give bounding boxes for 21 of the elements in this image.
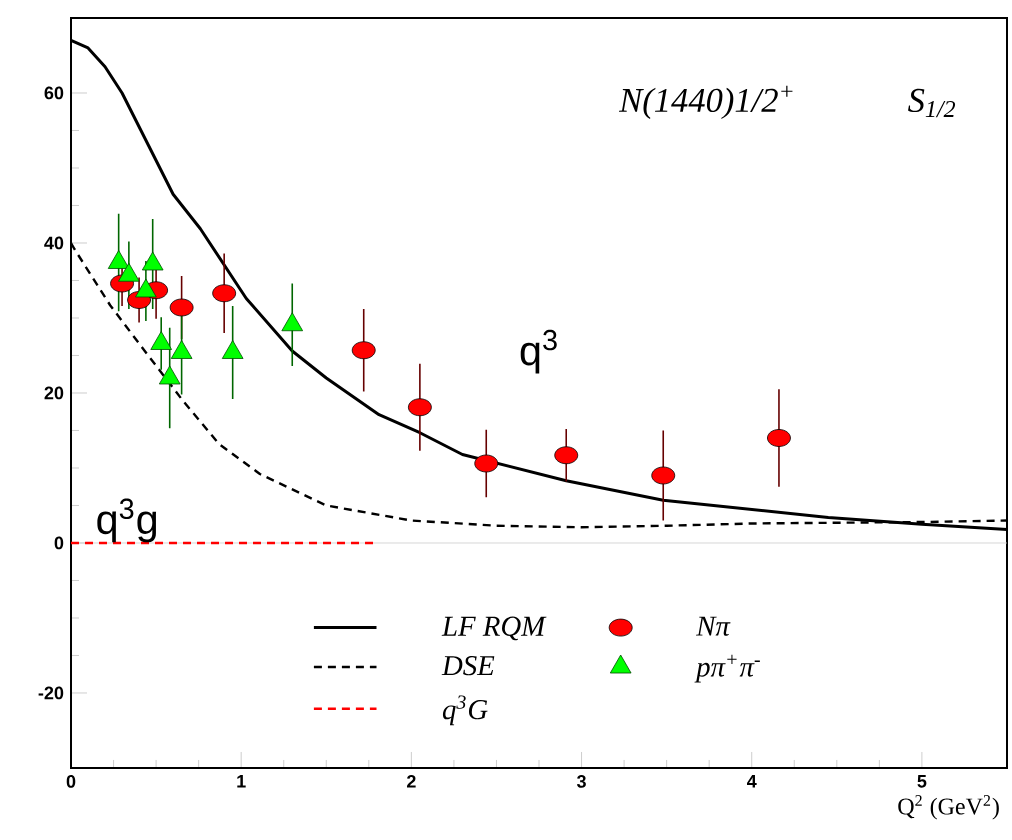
- x-axis-title: Q$^{2}$ (GeV$^{2}$): [898, 795, 999, 820]
- legend-label: q$^{3}$G: [442, 695, 488, 726]
- annotation: q$^{3}$g: [97, 498, 157, 543]
- text: S$_{1/2}$: [908, 88, 956, 118]
- x-tick-label: 4: [747, 775, 757, 788]
- x-tick-label: 3: [576, 775, 586, 788]
- legend-label: LF RQM: [441, 616, 547, 641]
- x-tick-label: 1: [237, 775, 246, 788]
- legend-label: Nπ: [695, 616, 731, 636]
- x-tick-label: 5: [917, 775, 927, 788]
- x-tick-label: 2: [406, 775, 416, 788]
- y-tick-label: 60: [44, 86, 64, 100]
- text: N(1440)1/2$^{+}$: [618, 85, 793, 120]
- y-tick-label: 40: [44, 236, 64, 250]
- y-tick-label: 20: [44, 386, 64, 400]
- legend-label: DSE: [441, 655, 495, 676]
- legend-label: pπ$^{+}$π$^{-}$: [694, 654, 760, 683]
- y-tick-label: -20: [38, 686, 64, 700]
- y-tick-label: 0: [54, 536, 64, 550]
- x-tick-label: 0: [66, 775, 76, 788]
- annotation: q$^{3}$: [520, 329, 557, 374]
